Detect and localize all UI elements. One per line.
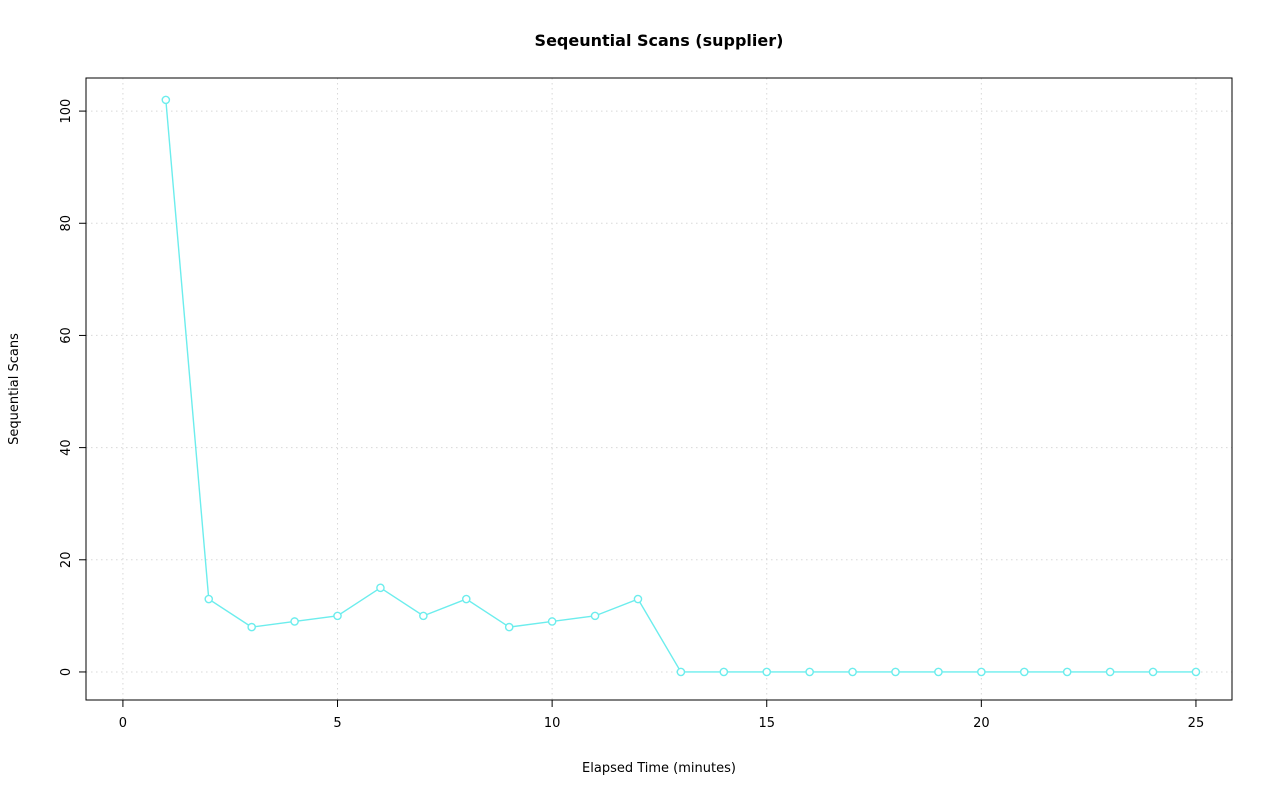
data-point [547,617,557,626]
data-point [1191,667,1201,677]
data-point [633,594,643,604]
data-point [204,594,214,604]
data-point [1062,667,1072,677]
axes: 0 5 10 15 20 25 0 20 40 60 80 100 [59,99,1204,731]
data-point [419,611,428,621]
data-point [891,667,900,677]
data-point [333,611,342,621]
data-point [1019,667,1029,677]
y-axis-label: Sequential Scans [7,333,22,445]
data-point [762,667,772,677]
plot-border [85,77,1233,701]
x-tick-label: 15 [758,716,775,731]
data-point [977,667,986,677]
data-point [504,622,514,632]
data-point [1148,667,1158,677]
data-point [934,667,943,677]
data-point [676,667,686,677]
data-point [590,611,600,621]
y-tick-label: 80 [59,215,74,232]
x-tick-label: 5 [333,716,341,731]
data-point [161,95,171,105]
data-point [376,583,385,593]
y-tick-label: 20 [59,552,74,569]
y-tick-label: 60 [59,327,74,344]
y-tick-label: 100 [59,99,74,124]
x-axis-label: Elapsed Time (minutes) [582,761,736,776]
data-point [461,594,471,604]
x-tick-label: 0 [119,716,127,731]
data-point [848,667,857,677]
x-tick-label: 20 [973,716,990,731]
x-tick-label: 25 [1188,716,1205,731]
data-point [247,622,256,632]
gridlines [86,78,1232,700]
data-series [161,95,1201,677]
data-point [1105,667,1115,677]
x-tick-label: 10 [544,716,561,731]
y-tick-label: 0 [59,668,74,676]
data-point [805,667,814,677]
data-point [290,617,299,626]
y-tick-label: 40 [59,439,74,456]
data-point [719,667,729,677]
series-line [165,99,1196,673]
chart-title: Seqeuntial Scans (supplier) [535,31,784,50]
